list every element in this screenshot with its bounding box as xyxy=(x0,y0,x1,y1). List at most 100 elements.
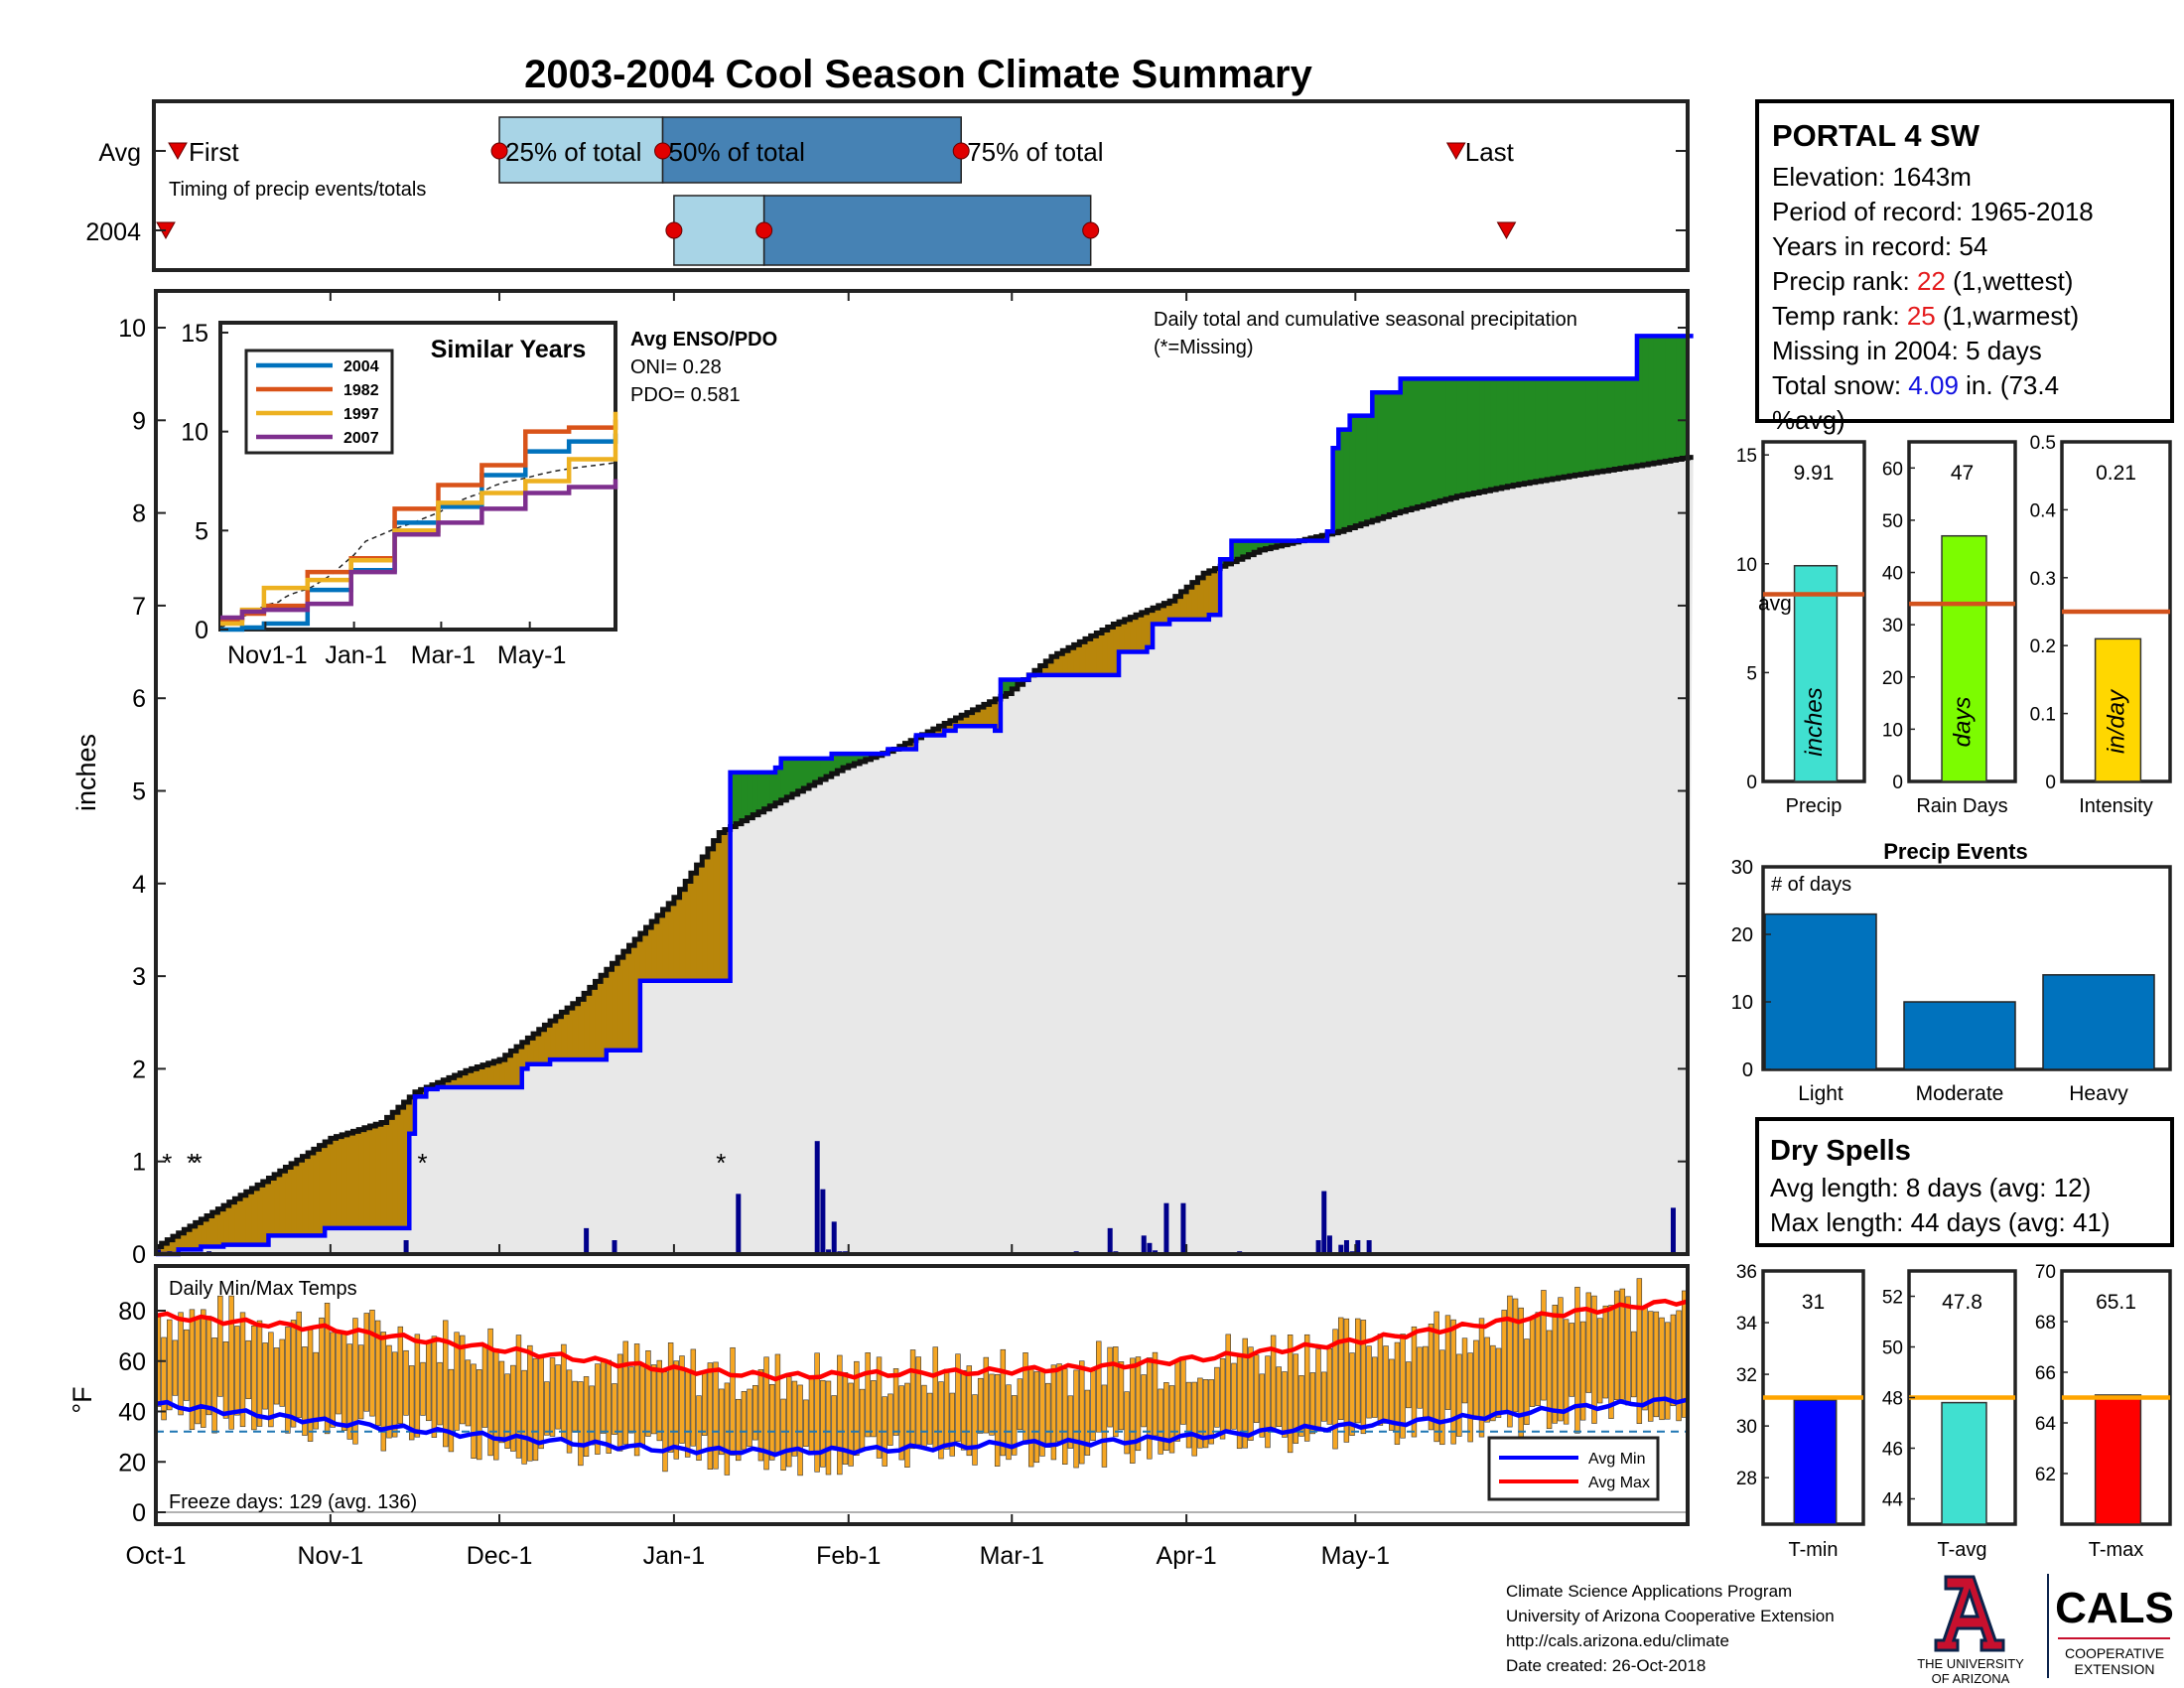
daily-temp-bar xyxy=(1461,1337,1468,1404)
summary-tick-label: 64 xyxy=(2035,1414,2057,1435)
precip-events-chart: Precip Events # of days Light Moderate Hea… xyxy=(1731,839,2172,1105)
daily-temp-bar xyxy=(1056,1363,1062,1443)
daily-temp-bar xyxy=(1033,1371,1040,1464)
daily-temp-bar xyxy=(1027,1367,1034,1468)
daily-precip-bar xyxy=(820,1189,826,1254)
deficit-slice xyxy=(719,832,726,981)
daily-temp-bar xyxy=(1619,1288,1626,1400)
deficit-slice xyxy=(341,1134,348,1228)
deficit-slice xyxy=(1124,619,1131,652)
daily-temp-bar xyxy=(1276,1366,1283,1428)
daily-temp-bar xyxy=(1180,1357,1186,1425)
station-frame xyxy=(1755,99,2174,423)
main-ytick-label: 9 xyxy=(132,407,146,435)
summary-label-T-min: T-min xyxy=(1789,1539,1839,1561)
deficit-slice xyxy=(955,718,962,727)
summary-value-T-avg: 47.8 xyxy=(1942,1291,1982,1314)
events-tick-label: 0 xyxy=(1742,1059,1753,1081)
daily-temp-bar xyxy=(1642,1306,1648,1411)
daily-temp-bar xyxy=(1676,1310,1682,1422)
daily-temp-bar xyxy=(1141,1374,1147,1428)
daily-temp-bar xyxy=(1630,1331,1637,1398)
deficit-slice xyxy=(1056,653,1063,675)
surplus-slice xyxy=(1653,336,1661,464)
daily-temp-bar xyxy=(724,1382,731,1476)
daily-temp-bar xyxy=(943,1368,950,1450)
daily-temp-bar xyxy=(217,1295,223,1397)
deficit-slice xyxy=(302,1156,309,1236)
footer-line-3[interactable]: http://cals.arizona.edu/climate xyxy=(1506,1631,1729,1650)
daily-temp-bar xyxy=(1298,1375,1304,1437)
daily-temp-bar xyxy=(1332,1329,1338,1450)
daily-temp-bar xyxy=(1202,1379,1209,1449)
timing-dot xyxy=(665,221,683,239)
inset-legend-label: 1982 xyxy=(343,382,379,399)
deficit-slice xyxy=(369,1126,376,1228)
surplus-slice xyxy=(1580,378,1587,475)
summary-tick-label: 0.4 xyxy=(2030,500,2057,521)
surplus-slice xyxy=(1608,378,1615,471)
daily-temp-bar xyxy=(481,1344,488,1428)
daily-temp-bar xyxy=(1208,1379,1214,1445)
footer-line-2: University of Arizona Cooperative Extens… xyxy=(1506,1607,1835,1625)
timing-panel: Avg 2004 First 25% of total 50% of total 75% … xyxy=(85,99,1690,272)
daily-temp-bar xyxy=(701,1372,708,1436)
daily-temp-bar xyxy=(825,1380,832,1476)
inset-xtick-label: Jan-1 xyxy=(325,641,387,669)
surplus-slice xyxy=(1501,378,1509,488)
missing-marker: * xyxy=(162,1148,172,1178)
deficit-slice xyxy=(223,1205,230,1245)
surplus-slice xyxy=(1012,679,1019,689)
daily-temp-bar xyxy=(656,1359,663,1442)
deficit-slice xyxy=(1197,577,1204,620)
deficit-slice xyxy=(612,963,618,1051)
daily-temp-bar xyxy=(718,1388,725,1456)
summary-value-Rain Days: 47 xyxy=(1951,462,1974,485)
daily-temp-bar xyxy=(1282,1371,1288,1438)
summary-label-Precip: Precip xyxy=(1786,795,1843,817)
daily-temp-bar xyxy=(1130,1357,1136,1464)
daily-temp-bar xyxy=(1231,1362,1237,1430)
daily-temp-bar xyxy=(1118,1361,1125,1431)
daily-temp-bar xyxy=(341,1333,347,1432)
summary-tick-label: 32 xyxy=(1736,1365,1757,1386)
missing-marker: * xyxy=(187,1148,197,1178)
daily-temp-bar xyxy=(983,1356,990,1434)
deficit-slice xyxy=(538,1029,546,1064)
summary-tick-label: 40 xyxy=(1882,564,1903,585)
daily-temp-bar xyxy=(774,1353,781,1455)
daily-precip-bar xyxy=(1163,1202,1169,1254)
main-ytick-label: 4 xyxy=(132,871,146,899)
daily-temp-bar xyxy=(1242,1337,1248,1449)
surplus-slice xyxy=(1429,378,1435,504)
main-ytick-label: 3 xyxy=(132,963,146,991)
summary-tick-label: 30 xyxy=(1882,616,1903,636)
deficit-slice xyxy=(668,903,675,981)
daily-precip-bar xyxy=(584,1227,590,1254)
inset-title: Similar Years xyxy=(431,336,587,363)
daily-temp-bar xyxy=(1490,1344,1496,1422)
main-ytick-label: 2 xyxy=(132,1055,146,1083)
daily-temp-bar xyxy=(256,1320,263,1427)
surplus-slice xyxy=(1462,378,1469,495)
surplus-slice xyxy=(854,754,861,765)
deficit-slice xyxy=(460,1072,467,1088)
deficit-slice xyxy=(477,1066,483,1088)
deficit-slice xyxy=(262,1181,270,1245)
daily-temp-bar xyxy=(1659,1317,1665,1421)
main-plot-frame xyxy=(154,289,1690,1256)
daily-temp-bar xyxy=(357,1344,364,1420)
surplus-slice xyxy=(1254,540,1261,553)
deficit-slice xyxy=(499,1059,506,1088)
avg-last-marker xyxy=(1445,142,1466,161)
summary-label-T-max: T-max xyxy=(2089,1539,2144,1561)
deficit-slice xyxy=(493,1060,500,1088)
surplus-slice xyxy=(730,772,737,827)
summary-tick-label: 68 xyxy=(2035,1313,2056,1334)
daily-temp-bar xyxy=(161,1336,167,1421)
inset-ytick-label: 5 xyxy=(195,517,208,545)
daily-temp-bar xyxy=(1185,1381,1192,1449)
daily-temp-bar xyxy=(189,1309,196,1431)
daily-temp-bar xyxy=(172,1339,179,1396)
avg-last-label: Last xyxy=(1465,137,1515,167)
